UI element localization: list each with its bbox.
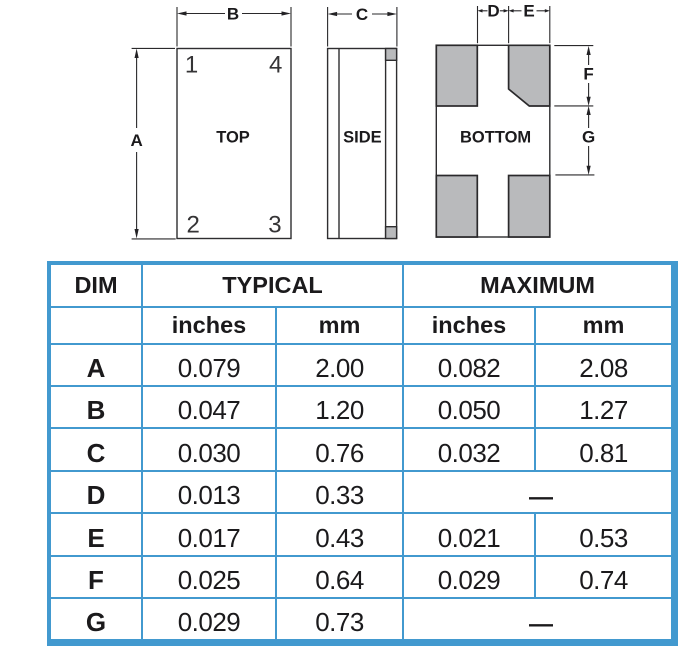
- svg-text:A: A: [130, 131, 142, 150]
- svg-text:C: C: [356, 5, 368, 24]
- svg-text:E: E: [523, 2, 534, 21]
- svg-text:1: 1: [185, 52, 198, 79]
- svg-text:B: B: [227, 5, 239, 24]
- svg-text:3: 3: [268, 212, 281, 239]
- svg-text:F: F: [583, 65, 593, 84]
- svg-text:TOP: TOP: [216, 128, 250, 146]
- svg-text:BOTTOM: BOTTOM: [460, 128, 531, 146]
- svg-text:D: D: [487, 2, 499, 21]
- svg-text:2: 2: [187, 212, 200, 239]
- svg-text:4: 4: [269, 52, 282, 79]
- svg-text:SIDE: SIDE: [343, 128, 382, 146]
- svg-text:G: G: [582, 128, 595, 147]
